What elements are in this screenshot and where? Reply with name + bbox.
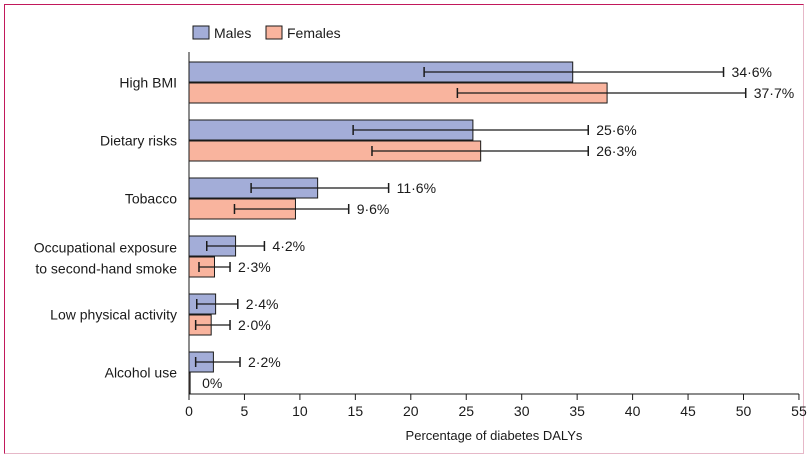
value-label-males-occupational-exposure-to-second-hand-smoke: 4·2% <box>272 238 305 254</box>
category-label-occupational-exposure-to-second-hand-smoke: Occupational exposure to second-hand smok… <box>34 240 177 277</box>
x-tick-label-35: 35 <box>569 403 585 419</box>
category-label-high-bmi: High BMI <box>119 75 177 91</box>
x-tick-label-55: 55 <box>791 403 807 419</box>
bars <box>189 62 607 393</box>
value-label-females-alcohol-use: 0% <box>202 375 222 391</box>
x-tick-label-20: 20 <box>403 403 419 419</box>
x-tick-label-5: 5 <box>241 403 249 419</box>
category-label-line: Occupational exposure <box>34 240 177 256</box>
x-tick-label-15: 15 <box>348 403 364 419</box>
category-label-tobacco: Tobacco <box>125 191 177 207</box>
value-label-males-dietary-risks: 25·6% <box>596 122 636 138</box>
value-label-males-high-bmi: 34·6% <box>732 64 772 80</box>
category-label-low-physical-activity: Low physical activity <box>50 307 177 323</box>
value-label-males-low-physical-activity: 2·4% <box>246 296 279 312</box>
category-labels: High BMI Dietary risks Tobacco Occupational… <box>34 75 177 381</box>
legend-swatch-females <box>266 26 282 39</box>
value-labels: 34·6% 25·6% 11·6% 4·2% 2·4% 2·2% 37·7% 26·3% 9·6… <box>202 64 794 391</box>
category-label-alcohol-use: Alcohol use <box>105 365 178 381</box>
legend-label-males: Males <box>214 25 251 41</box>
legend-label-females: Females <box>287 25 341 41</box>
x-tick-label-25: 25 <box>458 403 474 419</box>
value-label-females-dietary-risks: 26·3% <box>596 143 636 159</box>
x-tick-label-45: 45 <box>680 403 696 419</box>
x-tick-label-0: 0 <box>185 403 193 419</box>
x-tick-label-50: 50 <box>736 403 752 419</box>
x-axis-title: Percentage of diabetes DALYs <box>406 428 583 443</box>
value-label-males-tobacco: 11·6% <box>397 180 436 196</box>
value-label-males-alcohol-use: 2·2% <box>248 354 281 370</box>
value-label-females-tobacco: 9·6% <box>357 201 390 217</box>
x-tick-label-30: 30 <box>514 403 530 419</box>
legend: Males Females <box>193 25 341 41</box>
value-label-females-high-bmi: 37·7% <box>754 85 794 101</box>
value-label-females-low-physical-activity: 2·0% <box>238 317 271 333</box>
category-label-line: to second-hand smoke <box>35 261 177 277</box>
x-tick-label-40: 40 <box>625 403 641 419</box>
value-label-females-occupational-exposure-to-second-hand-smoke: 2·3% <box>238 259 271 275</box>
category-label-dietary-risks: Dietary risks <box>100 133 177 149</box>
x-tick-label-10: 10 <box>292 403 308 419</box>
legend-swatch-males <box>193 26 209 39</box>
